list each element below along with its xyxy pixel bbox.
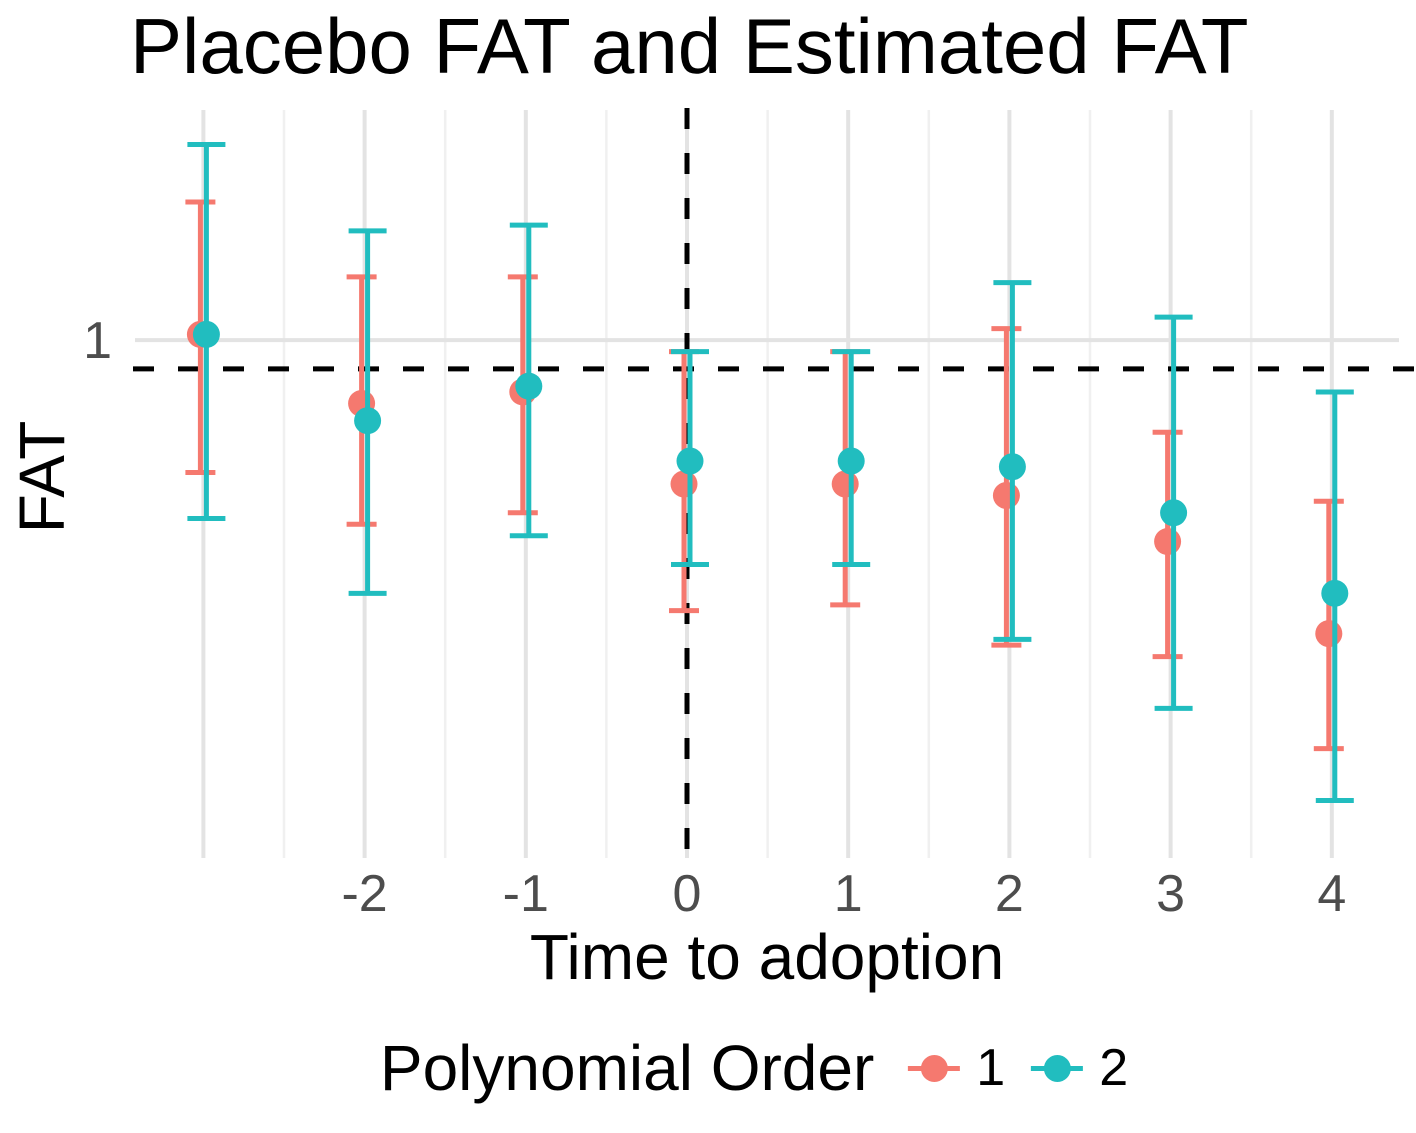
data-point: [515, 372, 543, 400]
pointrange-key-icon: [1031, 1051, 1084, 1085]
data-point: [837, 447, 865, 475]
legend-item-label: 2: [1099, 1039, 1129, 1097]
y-tick-label: 1: [83, 312, 112, 370]
x-tick-label: 3: [1156, 865, 1186, 923]
legend-item-order-1: 1: [908, 1038, 1005, 1098]
key-dot: [1044, 1055, 1072, 1082]
legend: Polynomial Order 1 2: [380, 1032, 1154, 1104]
x-tick-label: 4: [1317, 865, 1347, 923]
data-point: [998, 453, 1026, 481]
x-tick-label: -2: [341, 865, 388, 923]
data-point: [831, 470, 859, 498]
x-tick-label: 2: [994, 865, 1024, 923]
data-point: [992, 482, 1020, 510]
x-axis-title: Time to adoption: [529, 921, 1005, 993]
legend-item-order-2: 2: [1031, 1038, 1128, 1098]
data-point: [354, 407, 382, 435]
chart-title: Placebo FAT and Estimated FAT: [130, 2, 1249, 90]
data-point: [192, 320, 220, 348]
legend-title: Polynomial Order: [379, 1032, 875, 1104]
pointrange-key-icon: [908, 1051, 961, 1085]
data-point: [670, 470, 698, 498]
data-point: [1154, 528, 1182, 556]
legend-item-label: 1: [976, 1039, 1006, 1097]
key-dot: [921, 1055, 949, 1082]
x-tick-label: -1: [502, 865, 549, 923]
data-point: [1315, 620, 1343, 648]
data-point: [1160, 499, 1188, 527]
x-tick-label: 0: [672, 865, 702, 923]
data-point: [1321, 579, 1349, 607]
x-tick-label: 1: [833, 865, 863, 923]
data-point: [676, 447, 704, 475]
